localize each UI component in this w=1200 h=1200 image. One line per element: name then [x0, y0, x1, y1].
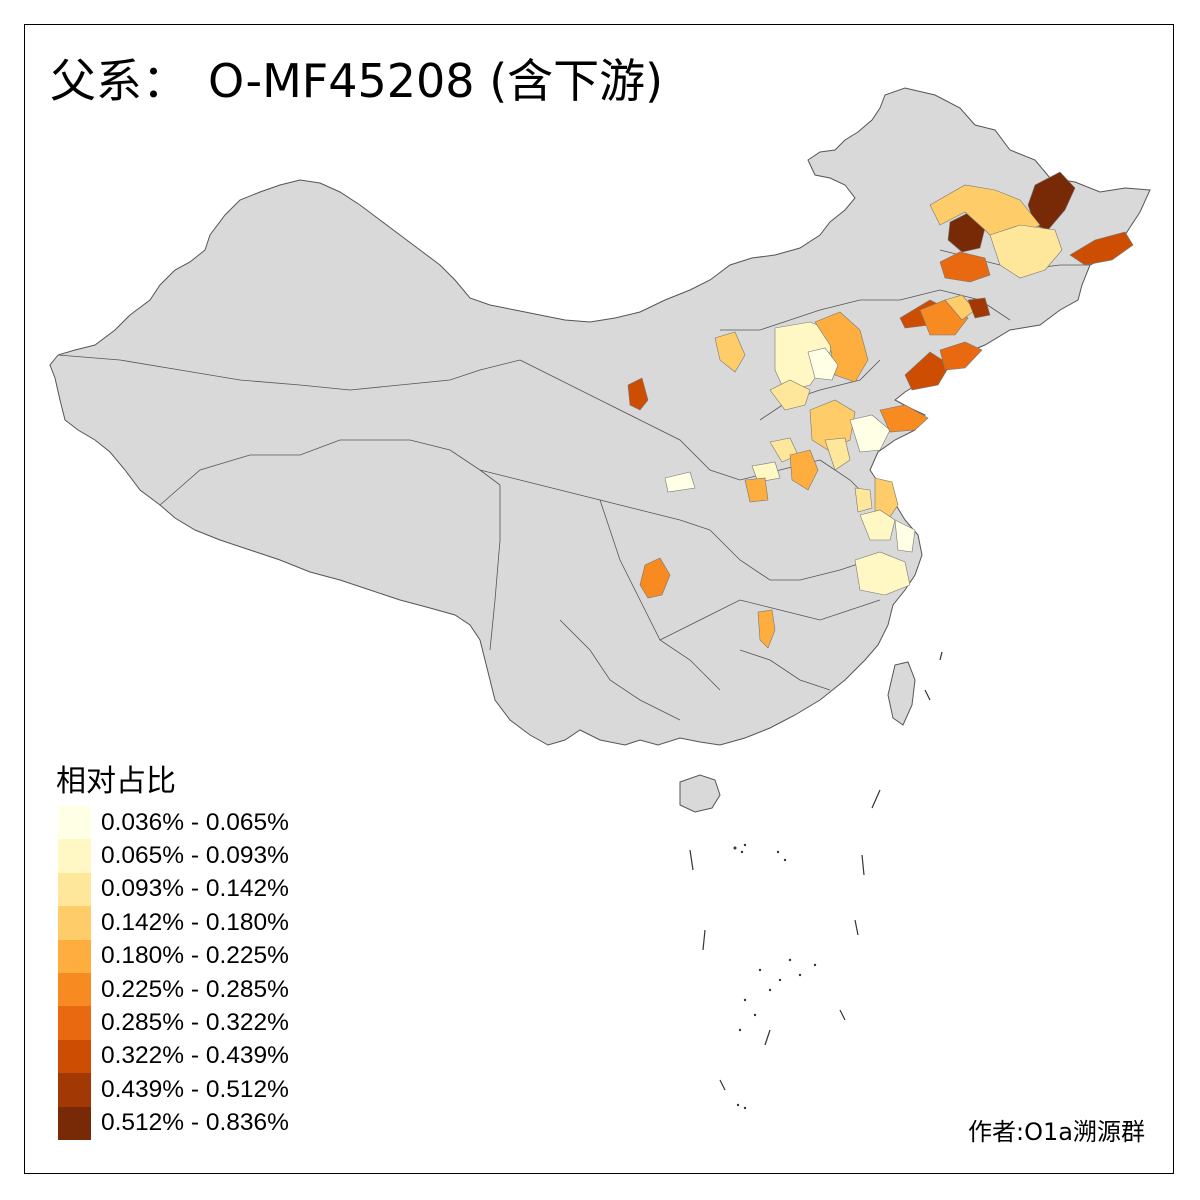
author-credit: 作者:O1a溯源群 — [968, 1118, 1145, 1146]
legend-label: 0.180% - 0.225% — [101, 942, 289, 970]
choropleth-region — [714, 331, 746, 373]
choropleth-region — [824, 437, 851, 471]
legend-label: 0.322% - 0.439% — [101, 1042, 289, 1070]
legend-label: 0.036% - 0.065% — [101, 808, 289, 836]
title-haplogroup: O-MF45208 (含下游) — [208, 54, 664, 108]
taiwan-island — [887, 661, 916, 726]
choropleth-region — [939, 251, 991, 283]
legend-label: 0.142% - 0.180% — [101, 908, 289, 936]
legend-item: 0.036% - 0.065% — [58, 806, 289, 840]
choropleth-region — [809, 399, 856, 451]
legend-item: 0.180% - 0.225% — [58, 939, 289, 973]
china-mainland — [49, 87, 1151, 746]
south-sea-marks — [689, 651, 943, 1091]
legend-item: 0.065% - 0.093% — [58, 839, 289, 873]
legend-label: 0.065% - 0.093% — [101, 842, 289, 870]
choropleth-region — [744, 477, 769, 503]
choropleth-region — [989, 224, 1063, 279]
choropleth-region — [879, 404, 929, 433]
legend-swatch — [58, 839, 91, 873]
legend-swatch — [58, 1106, 91, 1140]
map-frame — [24, 24, 1174, 1174]
choropleth-region — [789, 449, 819, 491]
legend-swatch — [58, 806, 91, 840]
title-prefix: 父系： — [50, 54, 188, 108]
legend-swatch — [58, 1073, 91, 1107]
choropleth-region — [854, 487, 873, 513]
choropleth-region — [639, 557, 671, 599]
choropleth-region — [757, 609, 776, 649]
choropleth-regions — [627, 171, 1134, 649]
legend-item: 0.225% - 0.285% — [58, 972, 289, 1007]
choropleth-region — [1069, 231, 1134, 266]
legend-item: 0.285% - 0.322% — [58, 1006, 289, 1040]
choropleth-region — [874, 477, 899, 521]
legend-label: 0.512% - 0.836% — [101, 1109, 289, 1137]
choropleth-region — [751, 461, 781, 483]
choropleth-region — [627, 377, 649, 411]
choropleth-region — [967, 297, 991, 319]
legend-label: 0.225% - 0.285% — [101, 975, 289, 1003]
choropleth-region — [769, 379, 811, 411]
legend-item: 0.093% - 0.142% — [58, 872, 289, 907]
choropleth-region — [894, 519, 916, 553]
legend-item: 0.439% - 0.512% — [58, 1073, 289, 1107]
legend-swatch — [58, 872, 91, 907]
legend-label: 0.285% - 0.322% — [101, 1009, 289, 1037]
choropleth-region — [854, 551, 911, 596]
legend-title: 相对占比 — [56, 764, 176, 799]
legend-item: 0.512% - 0.836% — [58, 1106, 289, 1140]
choropleth-region — [849, 414, 891, 453]
choropleth-region — [807, 347, 839, 381]
legend-swatch — [58, 972, 91, 1007]
choropleth-region — [664, 471, 696, 493]
choropleth-region — [904, 351, 951, 391]
choropleth-region — [859, 509, 896, 541]
legend-swatch — [58, 1006, 91, 1040]
legend-label: 0.439% - 0.512% — [101, 1075, 289, 1103]
map-title: 父系： O-MF45208 (含下游) — [50, 58, 663, 104]
choropleth-region — [814, 311, 869, 383]
legend-item: 0.322% - 0.439% — [58, 1039, 289, 1074]
legend-swatch — [58, 906, 91, 940]
south-sea-islands — [733, 843, 817, 1110]
legend-label: 0.093% - 0.142% — [101, 875, 289, 903]
choropleth-region — [939, 341, 983, 371]
legend-swatch — [58, 939, 91, 973]
province-borders — [57, 249, 1090, 721]
legend-item: 0.142% - 0.180% — [58, 906, 289, 940]
hainan-island — [679, 774, 721, 813]
legend: 0.036% - 0.065% 0.065% - 0.093% 0.093% - 0… — [58, 806, 289, 1140]
legend-swatch — [58, 1039, 91, 1074]
choropleth-region — [1027, 171, 1076, 231]
